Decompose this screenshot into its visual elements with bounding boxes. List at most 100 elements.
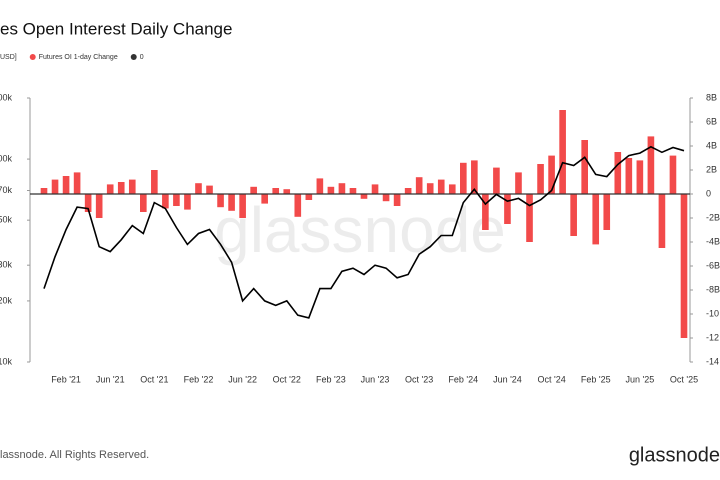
bar	[360, 194, 368, 199]
bar	[327, 186, 335, 194]
y-tick-label: 70k	[0, 185, 12, 195]
y2-tick-label: 8B	[706, 92, 717, 102]
bar	[40, 188, 48, 194]
y-tick-label: 20k	[0, 295, 12, 305]
legend-label: USD]	[0, 54, 17, 61]
x-tick-label: Oct '21	[140, 374, 168, 384]
y2-tick-label: -14	[706, 356, 719, 366]
bar	[515, 172, 522, 194]
bar	[261, 194, 268, 204]
bar	[117, 182, 125, 194]
bar	[647, 136, 655, 194]
bar	[404, 188, 412, 194]
bar	[426, 183, 434, 194]
bar	[570, 194, 577, 236]
bar	[382, 194, 390, 202]
bar	[349, 188, 357, 194]
bar	[460, 162, 467, 194]
bar	[504, 194, 511, 224]
bar	[217, 194, 224, 208]
bar	[51, 179, 59, 194]
bar	[206, 185, 213, 194]
y2-tick-label: -12	[706, 332, 719, 342]
x-tick-label: Oct '25	[670, 374, 698, 384]
bar	[162, 194, 169, 209]
bar	[84, 194, 92, 212]
x-tick-label: Jun '22	[228, 374, 257, 384]
bar	[448, 184, 456, 194]
y-tick-label: 30k	[0, 260, 12, 270]
bar	[272, 188, 280, 194]
bar	[151, 170, 158, 194]
footer: lassnode. All Rights Reserved.	[0, 449, 149, 461]
bar	[73, 172, 81, 194]
y-tick-label: 00k	[0, 153, 12, 163]
bar	[548, 155, 555, 194]
bar	[305, 194, 313, 200]
bar	[680, 194, 688, 338]
y2-tick-label: -2B	[706, 212, 720, 222]
bar	[559, 110, 566, 194]
y2-tick-label: 6B	[706, 116, 717, 126]
y2-tick-label: 4B	[706, 140, 717, 150]
bar	[228, 194, 235, 211]
bar	[338, 183, 346, 194]
bar	[658, 194, 666, 248]
y2-tick-label: -8B	[706, 284, 720, 294]
bar	[669, 155, 677, 194]
y2-tick-label: -10	[706, 308, 719, 318]
bar	[393, 194, 401, 206]
y-tick-label: 10k	[0, 356, 12, 366]
bar	[415, 177, 423, 194]
legend-label: Futures OI 1-day Change	[39, 54, 118, 61]
bar	[294, 194, 302, 217]
x-tick-label: Feb '21	[51, 374, 81, 384]
legend-swatch	[29, 54, 36, 60]
bar	[581, 140, 588, 194]
bar	[592, 194, 600, 245]
x-tick-label: Jun '21	[96, 374, 125, 384]
bar	[625, 158, 633, 194]
y2-tick-label: 2B	[706, 164, 717, 174]
x-tick-label: Jun '25	[625, 374, 654, 384]
bar	[316, 178, 324, 194]
bar	[283, 189, 291, 194]
bar	[128, 179, 136, 194]
y-tick-label: 50k	[0, 215, 12, 225]
bar	[62, 176, 70, 194]
x-tick-label: Feb '22	[184, 374, 214, 384]
bar	[603, 194, 611, 230]
bar	[184, 194, 191, 210]
bar	[173, 194, 180, 206]
bar	[526, 194, 533, 242]
bar	[106, 184, 114, 194]
bar	[482, 194, 489, 230]
x-tick-label: Oct '23	[405, 374, 433, 384]
bar	[195, 183, 202, 194]
x-tick-label: Jun '23	[361, 374, 390, 384]
y2-tick-label: -4B	[706, 236, 720, 246]
x-tick-label: Feb '23	[316, 374, 346, 384]
legend-swatch	[130, 54, 137, 60]
price-line	[43, 145, 685, 319]
bar	[239, 194, 246, 218]
bar	[250, 186, 257, 194]
bar	[140, 194, 147, 212]
legend-label: 0	[140, 54, 144, 61]
bar	[537, 164, 544, 194]
x-tick-label: Feb '24	[448, 374, 478, 384]
watermark: glassnode	[214, 194, 506, 266]
x-tick-label: Oct '22	[273, 374, 301, 384]
x-tick-label: Jun '24	[493, 374, 522, 384]
bar	[493, 167, 500, 194]
bar	[471, 160, 478, 194]
x-tick-label: Feb '25	[581, 374, 611, 384]
y2-tick-label: -6B	[706, 260, 720, 270]
logo: glassnode	[629, 444, 720, 466]
y-tick-label: 00k	[0, 92, 12, 102]
bar	[636, 160, 644, 194]
bar	[371, 184, 379, 194]
bar	[95, 194, 103, 218]
bar	[614, 152, 622, 194]
